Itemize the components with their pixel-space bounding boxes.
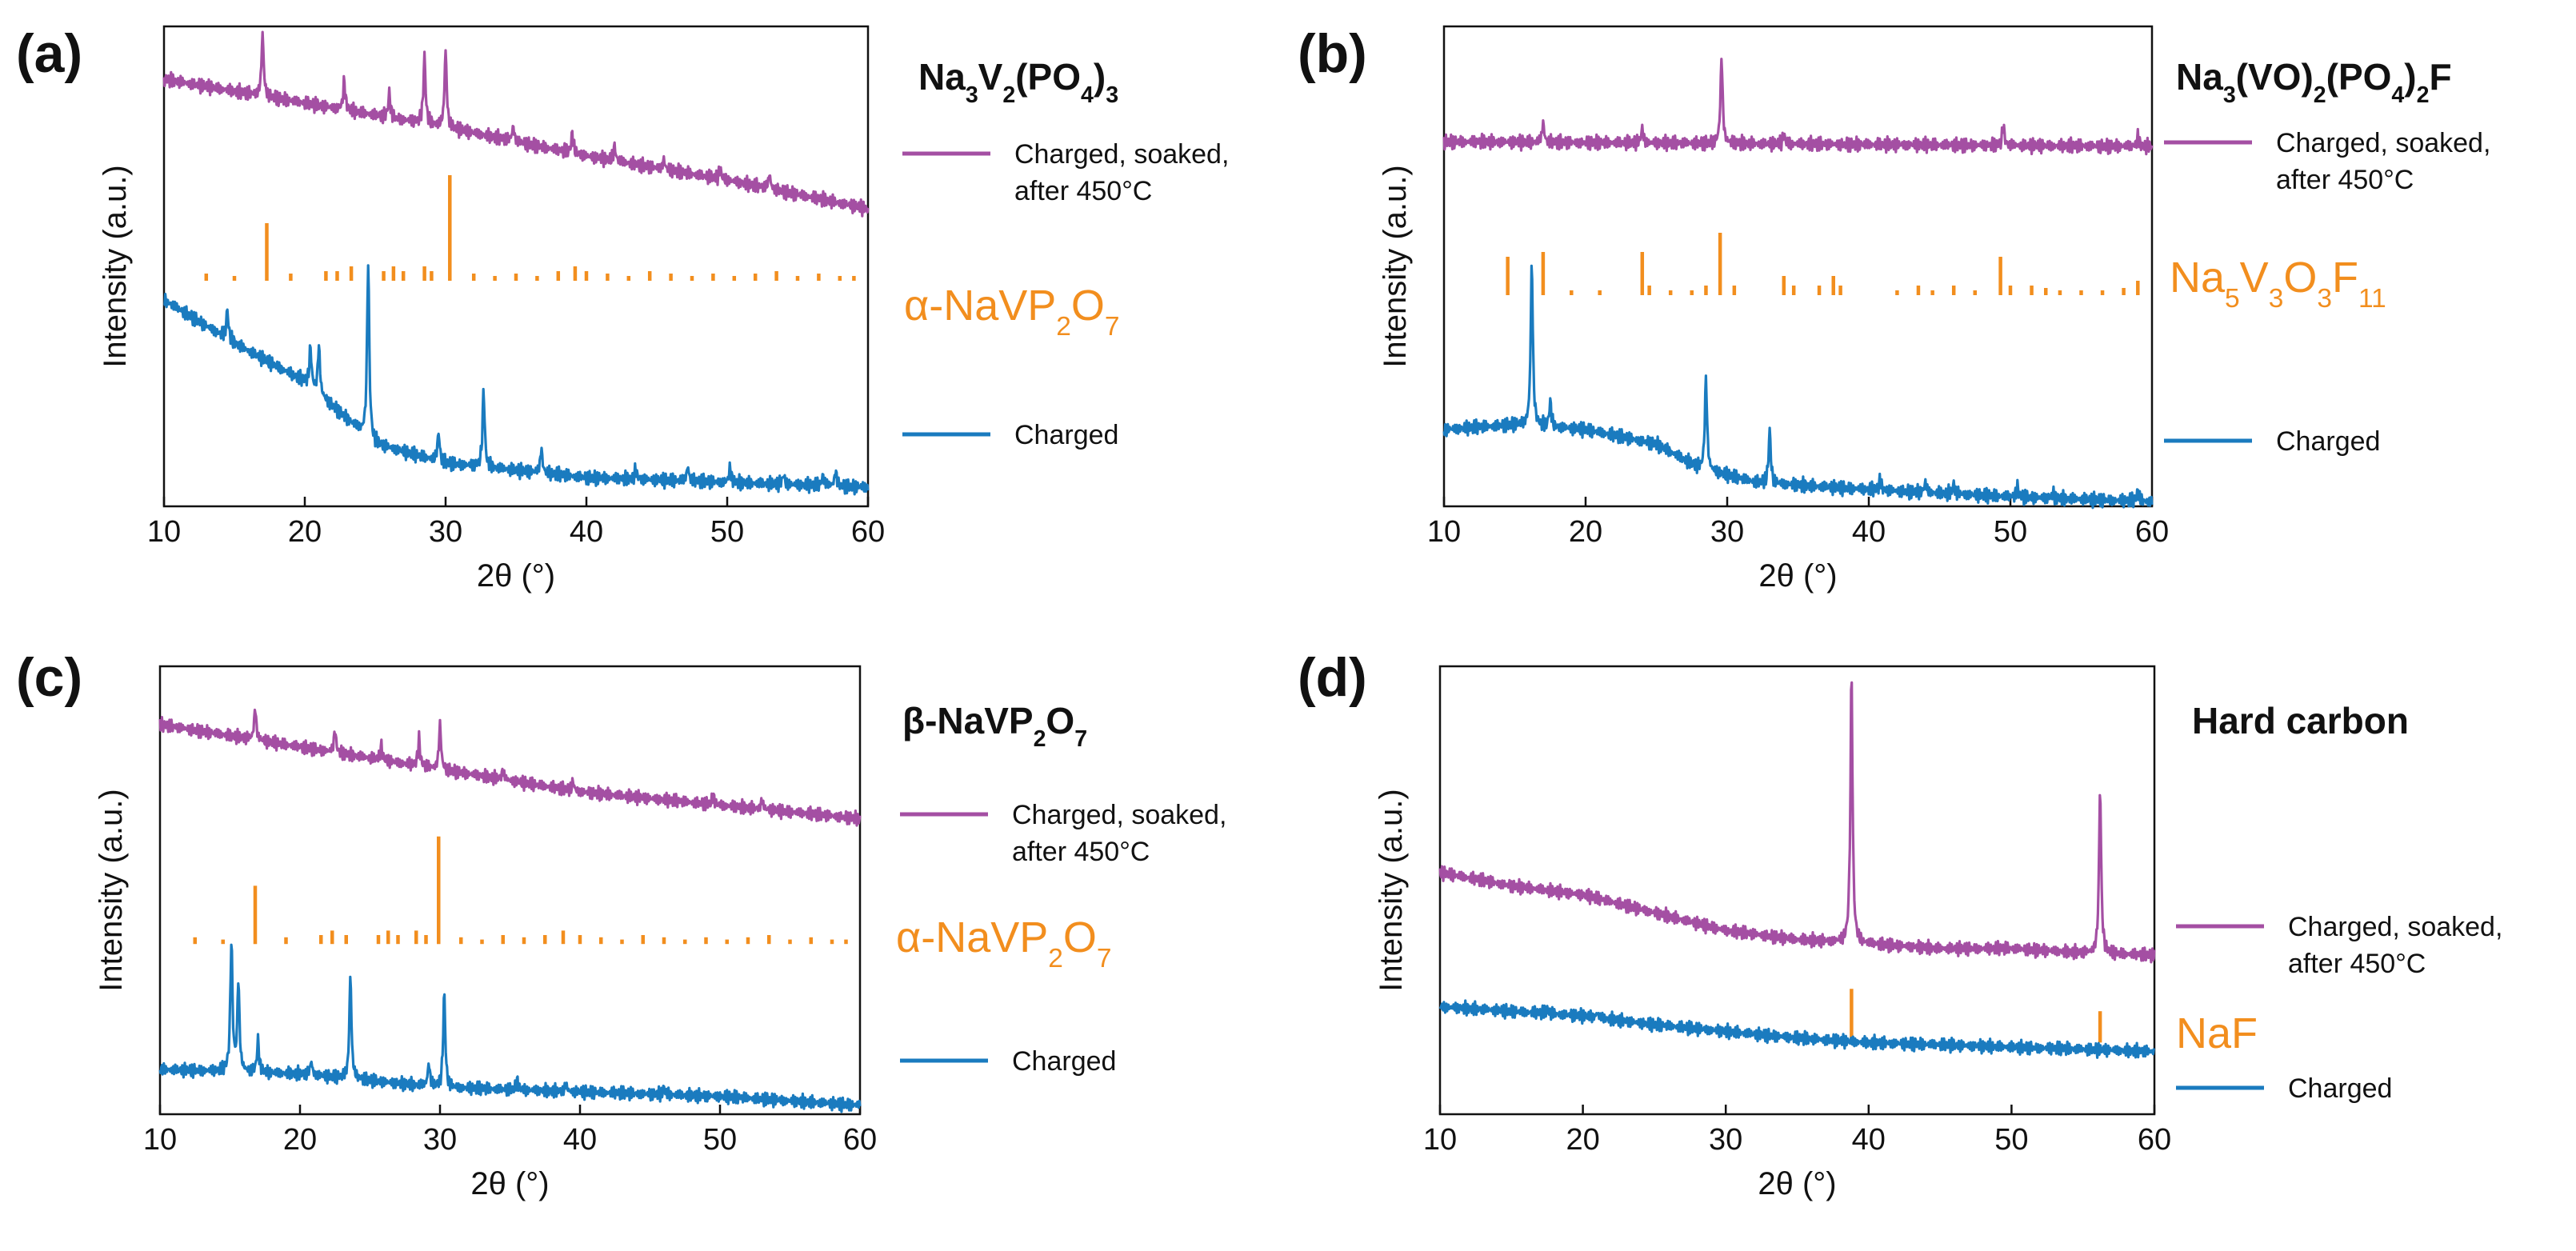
material-title: Hard carbon [2192, 700, 2409, 741]
reference-label: α-NaVP2O7 [896, 913, 1112, 973]
reference-label: α-NaVP2O7 [904, 282, 1120, 342]
legend-label: Charged, soaked, [2276, 128, 2490, 158]
x-tick-label: 40 [1852, 515, 1886, 549]
x-tick-label: 50 [1994, 515, 2027, 549]
y-axis-label: Intensity (a.u.) [1378, 165, 1413, 367]
y-axis-label: Intensity (a.u.) [1374, 789, 1409, 991]
legend-label: Charged [1012, 1046, 1116, 1077]
x-tick-label: 60 [2138, 1123, 2171, 1157]
x-tick-label: 50 [710, 515, 744, 549]
charged-pattern-line [1438, 999, 2156, 1059]
reference-label: Na5V3O3F11 [2170, 254, 2386, 314]
legend-label: after 450°C [2288, 949, 2426, 979]
charged-pattern-line [1442, 264, 2154, 510]
legend-label: Charged, soaked, [1014, 139, 1229, 170]
x-tick-label: 30 [423, 1123, 457, 1157]
plot-frame [1438, 665, 2156, 1116]
x-tick-label: 30 [1709, 1123, 1742, 1157]
plot-frame [162, 25, 870, 508]
legend-label: Charged, soaked, [1012, 800, 1226, 830]
x-tick-label: 10 [143, 1123, 177, 1157]
x-axis-label: 2θ (°) [1758, 1166, 1836, 1201]
plot-frame [1442, 25, 2154, 508]
legend-label: after 450°C [2276, 165, 2414, 195]
panel-label: (a) [16, 23, 82, 84]
panel-4: (d) 10 20 30 40 50 60 2θ (°) Intensity (a.u.) Har… [1298, 647, 2502, 1201]
x-tick-label: 60 [851, 515, 885, 549]
x-axis-label: 2θ (°) [470, 1166, 549, 1201]
plot-frame [158, 665, 862, 1116]
panel-3: (c) 10 20 30 40 50 60 2θ (°) Intensity (a.u.) β-N… [16, 647, 1226, 1201]
soaked-pattern-line [1442, 58, 2154, 156]
charged-pattern-line [163, 264, 870, 496]
x-axis-label: 2θ (°) [477, 558, 555, 594]
x-tick-label: 20 [1566, 1123, 1599, 1157]
y-axis-label: Intensity (a.u.) [98, 165, 133, 367]
x-tick-label: 20 [288, 515, 322, 549]
legend-label: Charged, soaked, [2288, 912, 2502, 942]
x-tick-label: 60 [2135, 515, 2169, 549]
x-tick-label: 20 [283, 1123, 317, 1157]
x-tick-label: 10 [147, 515, 181, 549]
legend-label: after 450°C [1012, 837, 1150, 867]
x-tick-label: 40 [1852, 1123, 1886, 1157]
x-axis-label: 2θ (°) [1758, 558, 1837, 594]
x-tick-label: 40 [570, 515, 603, 549]
panel-1: (a) 10 20 30 40 50 60 2θ (°) Intensity (a.u.) Na3… [16, 23, 1229, 594]
panel-label: (b) [1298, 23, 1367, 84]
y-axis-label: Intensity (a.u.) [94, 789, 129, 991]
panel-2: (b) 10 20 30 40 50 60 2θ (°) Intensity (a.u.) Na3… [1298, 23, 2490, 594]
x-tick-label: 40 [563, 1123, 597, 1157]
material-title: Na3V2(PO4)3 [918, 56, 1118, 108]
x-tick-label: 10 [1423, 1123, 1457, 1157]
soaked-pattern-line [158, 708, 862, 827]
legend-label: Charged [1014, 420, 1118, 450]
x-tick-label: 30 [429, 515, 462, 549]
charged-pattern-line [158, 943, 862, 1113]
x-tick-label: 60 [843, 1123, 877, 1157]
x-tick-label: 50 [703, 1123, 737, 1157]
legend-label: Charged [2288, 1073, 2392, 1104]
x-tick-label: 10 [1427, 515, 1461, 549]
x-tick-label: 50 [1994, 1123, 2028, 1157]
soaked-pattern-line [1438, 681, 2156, 964]
legend-label: after 450°C [1014, 176, 1152, 206]
reference-label: NaF [2176, 1009, 2258, 1057]
material-title: Na3(VO)2(PO4)2F [2176, 56, 2452, 108]
x-tick-label: 20 [1569, 515, 1602, 549]
soaked-pattern-line [162, 30, 870, 218]
panel-label: (d) [1298, 647, 1367, 708]
panel-label: (c) [16, 647, 82, 708]
material-title: β-NaVP2O7 [902, 700, 1087, 752]
x-tick-label: 30 [1710, 515, 1744, 549]
legend-label: Charged [2276, 426, 2380, 457]
